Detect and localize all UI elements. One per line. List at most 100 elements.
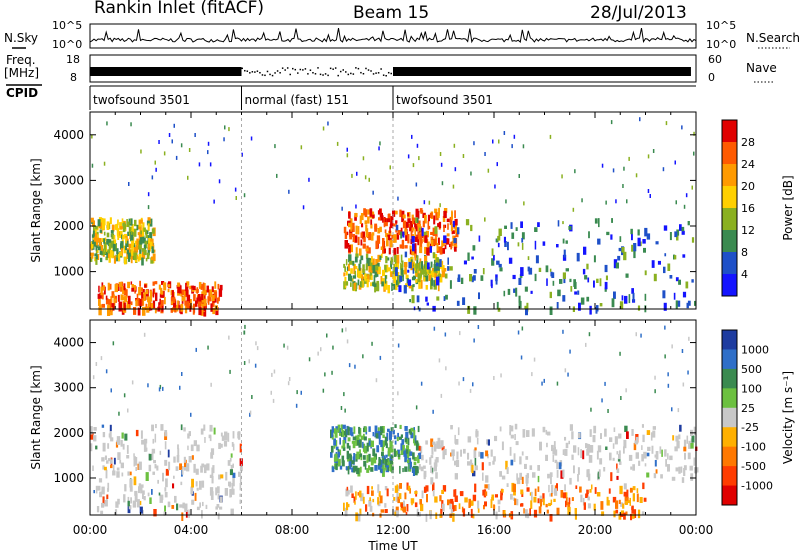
echo-cell: [515, 227, 518, 231]
echo-cell: [604, 281, 608, 290]
echo-cell: [545, 503, 548, 508]
echo-cell: [657, 260, 661, 265]
echo-cell: [452, 456, 455, 461]
echo-cell: [187, 445, 189, 451]
echo-cell: [526, 430, 530, 437]
echo-cell: [223, 440, 228, 447]
echo-cell: [490, 449, 493, 457]
echo-cell: [390, 272, 393, 278]
echo-cell: [663, 266, 666, 274]
echo-cell: [456, 451, 459, 460]
echo-cell: [640, 333, 642, 338]
echo-cell: [378, 146, 380, 151]
echo-cell: [423, 231, 427, 236]
echo-cell: [438, 207, 440, 216]
echo-cell: [117, 219, 119, 226]
echo-cell: [94, 256, 97, 262]
echo-cell: [387, 267, 391, 272]
echo-cell: [618, 454, 621, 460]
echo-cell: [143, 249, 147, 256]
echo-cell: [151, 489, 153, 495]
echo-cell: [241, 152, 243, 157]
echo-cell: [203, 424, 206, 431]
echo-cell: [430, 477, 434, 485]
echo-cell: [177, 448, 180, 457]
echo-cell: [403, 450, 407, 457]
noise-right-tick-bottom: 10^0: [706, 38, 736, 51]
echo-cell: [414, 223, 417, 229]
echo-cell: [576, 252, 580, 262]
echo-cell: [557, 289, 561, 297]
echo-cell: [405, 274, 409, 279]
echo-cell: [150, 241, 153, 249]
echo-cell: [413, 427, 415, 432]
echo-cell: [434, 443, 437, 452]
echo-cell: [452, 220, 455, 228]
echo-cell: [505, 460, 508, 470]
echo-cell: [619, 485, 623, 495]
echo-cell: [454, 495, 458, 502]
echo-cell: [345, 259, 348, 266]
echo-cell: [493, 504, 495, 511]
echo-cell: [354, 364, 356, 369]
echo-cell: [366, 442, 369, 452]
echo-cell: [347, 489, 350, 495]
echo-cell: [370, 467, 374, 472]
echo-cell: [467, 252, 470, 261]
echo-cell: [613, 259, 618, 269]
echo-cell: [111, 224, 115, 232]
echo-cell: [372, 448, 376, 456]
echo-cell: [425, 513, 428, 522]
echo-cell: [330, 452, 333, 458]
echo-cell: [554, 449, 558, 456]
echo-cell: [644, 463, 647, 467]
echo-cell: [359, 453, 363, 458]
echo-cell: [623, 439, 627, 449]
echo-cell: [382, 458, 385, 464]
echo-cell: [426, 302, 429, 306]
echo-cell: [346, 442, 350, 449]
echo-cell: [660, 474, 663, 479]
echo-cell: [218, 442, 221, 449]
echo-cell: [490, 279, 493, 287]
echo-cell: [179, 385, 181, 390]
echo-cell: [604, 428, 607, 437]
nave-dot: [269, 73, 271, 76]
colorbar-swatch: [722, 142, 737, 165]
echo-cell: [394, 424, 397, 428]
colorbar-swatch: [722, 208, 737, 231]
echo-cell: [460, 491, 464, 497]
echo-cell: [171, 505, 175, 509]
echo-cell: [641, 424, 644, 428]
echo-cell: [353, 426, 356, 434]
echo-cell: [589, 489, 592, 493]
echo-cell: [478, 235, 481, 242]
echo-cell: [611, 218, 613, 223]
echo-cell: [348, 222, 351, 228]
colorbar-tick-label: 500: [741, 363, 762, 376]
echo-cell: [100, 245, 103, 253]
echo-cell: [239, 493, 242, 497]
echo-cell: [397, 196, 399, 201]
echo-cell: [217, 297, 219, 304]
echo-cell: [516, 473, 518, 481]
echo-cell: [107, 249, 110, 254]
echo-cell: [371, 341, 373, 346]
echo-cell: [378, 465, 382, 470]
echo-cell: [467, 436, 472, 443]
echo-cell: [470, 224, 473, 232]
echo-cell: [367, 274, 370, 283]
echo-cell: [134, 219, 137, 227]
echo-cell: [149, 290, 153, 298]
echo-cell: [122, 228, 126, 233]
echo-cell: [346, 450, 349, 460]
echo-cell: [514, 423, 518, 430]
echo-cell: [366, 257, 370, 267]
echo-cell: [405, 431, 409, 439]
echo-cell: [175, 155, 178, 160]
echo-cell: [362, 496, 365, 504]
echo-cell: [418, 227, 421, 232]
echo-cell: [622, 503, 625, 509]
echo-cell: [364, 274, 367, 280]
echo-cell: [537, 475, 540, 483]
